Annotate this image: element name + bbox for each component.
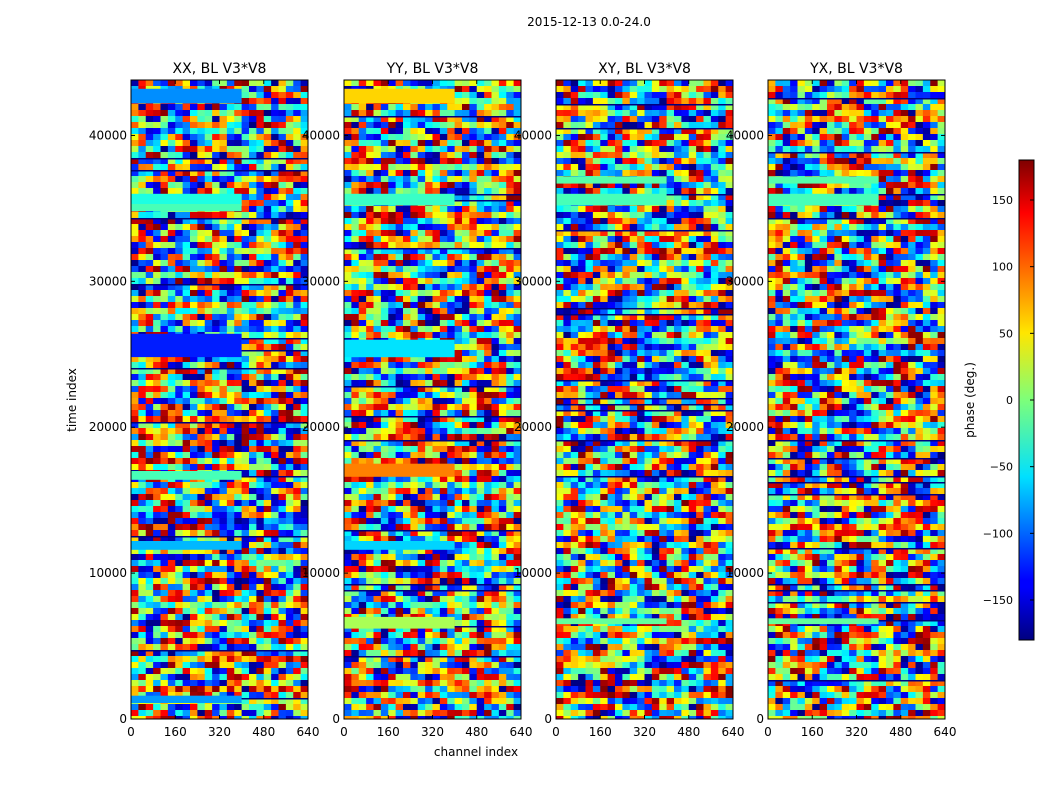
x-tick-label: 160 [164, 725, 187, 739]
phase-band [768, 193, 879, 206]
colorbar-tick-label: 50 [999, 327, 1013, 340]
x-tick-label: 640 [510, 725, 533, 739]
phase-band [344, 541, 455, 550]
phase-band [131, 193, 242, 206]
y-tick-label: 0 [119, 712, 127, 726]
y-axis-label: time index [65, 368, 79, 432]
figure-suptitle: 2015-12-13 0.0-24.0 [527, 15, 651, 29]
x-tick-label: 640 [297, 725, 320, 739]
y-tick-label: 10000 [726, 566, 764, 580]
y-tick-label: 10000 [89, 566, 127, 580]
phase-band [556, 193, 667, 206]
y-tick-label: 0 [756, 712, 764, 726]
colorbar-label: phase (deg.) [963, 362, 977, 438]
phase-band [344, 88, 455, 104]
colorbar-tick-label: −100 [983, 527, 1013, 540]
y-tick-label: 30000 [726, 274, 764, 288]
x-tick-label: 320 [633, 725, 656, 739]
colorbar-tick-label: −150 [983, 594, 1013, 607]
panel-title: YX, BL V3*V8 [809, 61, 903, 77]
y-tick-label: 20000 [302, 420, 340, 434]
colorbar: 150 100 50 0 −50 −100 −150 phase (deg.) [963, 159, 1035, 641]
x-tick-label: 480 [889, 725, 912, 739]
phase-band [131, 333, 242, 358]
x-tick-label: 0 [340, 725, 348, 739]
x-tick-label: 480 [252, 725, 275, 739]
panel-title: XX, BL V3*V8 [173, 61, 267, 77]
y-tick-label: 0 [332, 712, 340, 726]
x-tick-label: 160 [801, 725, 824, 739]
x-tick-label: 480 [677, 725, 700, 739]
y-tick-label: 40000 [302, 128, 340, 142]
phase-band [556, 176, 667, 184]
y-tick-label: 30000 [302, 274, 340, 288]
phase-band [344, 463, 455, 477]
x-axis-label: channel index [434, 745, 518, 759]
colorbar-tick-label: −50 [990, 461, 1013, 474]
heatmap-image [131, 80, 309, 720]
panel-title: YY, BL V3*V8 [386, 61, 479, 77]
phase-band [344, 616, 455, 629]
y-tick-label: 20000 [514, 420, 552, 434]
panel-title: XY, BL V3*V8 [598, 61, 691, 77]
x-tick-label: 160 [377, 725, 400, 739]
y-tick-label: 20000 [726, 420, 764, 434]
colorbar-tick-label: 150 [992, 194, 1013, 207]
x-tick-label: 480 [465, 725, 488, 739]
x-tick-label: 320 [845, 725, 868, 739]
x-tick-label: 320 [421, 725, 444, 739]
phase-band [131, 88, 242, 104]
y-tick-label: 40000 [89, 128, 127, 142]
x-tick-label: 320 [208, 725, 231, 739]
phase-band [556, 618, 667, 625]
phase-band [131, 695, 242, 703]
phase-band [344, 193, 455, 206]
x-tick-label: 0 [764, 725, 772, 739]
phase-band [768, 618, 879, 625]
colorbar-tick-label: 100 [992, 261, 1013, 274]
heatmap-image [344, 80, 522, 720]
heatmap-image [556, 80, 734, 720]
phase-band [344, 339, 455, 358]
y-tick-label: 20000 [89, 420, 127, 434]
heatmap-panel-0: XX, BL V3*V8 0 160 320 480 640 0 10000 20000 3000… [89, 61, 320, 739]
heatmap-image [768, 80, 946, 720]
x-tick-label: 0 [127, 725, 135, 739]
y-tick-label: 40000 [514, 128, 552, 142]
heatmap-panel-1: YY, BL V3*V8 0 160 320 480 640 0 10000 20000 3000… [302, 61, 533, 739]
colorbar-ticks: 150 100 50 0 −50 −100 −150 [983, 194, 1034, 607]
phase-band [768, 176, 879, 184]
heatmap-panel-3: YX, BL V3*V8 0 160 320 480 640 0 10000 20000 3000… [726, 61, 957, 739]
y-tick-label: 0 [544, 712, 552, 726]
y-tick-label: 10000 [514, 566, 552, 580]
phase-band [131, 541, 242, 550]
y-tick-label: 10000 [302, 566, 340, 580]
x-tick-label: 640 [934, 725, 957, 739]
y-tick-label: 30000 [514, 274, 552, 288]
x-tick-label: 160 [589, 725, 612, 739]
phase-band [131, 204, 242, 212]
y-tick-label: 40000 [726, 128, 764, 142]
heatmap-panel-2: XY, BL V3*V8 0 160 320 480 640 0 10000 20000 3000… [514, 61, 745, 739]
colorbar-tick-label: 0 [1006, 394, 1013, 407]
y-tick-label: 30000 [89, 274, 127, 288]
x-tick-label: 0 [552, 725, 560, 739]
heatmap-panels: XX, BL V3*V8 0 160 320 480 640 0 10000 20000 3000… [89, 61, 957, 739]
phase-band [131, 471, 242, 480]
x-tick-label: 640 [722, 725, 745, 739]
